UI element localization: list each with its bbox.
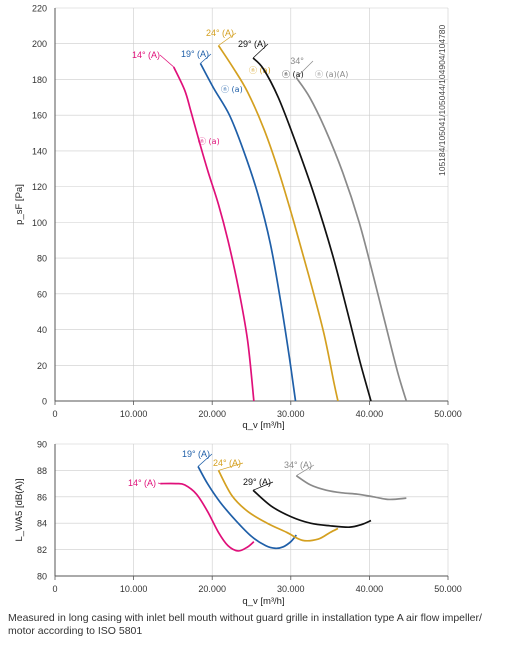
series-label-connector xyxy=(296,60,314,78)
y-tick-label: 140 xyxy=(32,146,47,156)
x-tick-label: 40.000 xyxy=(356,409,384,419)
y-tick-label: 88 xyxy=(37,466,47,476)
series-line-34deg xyxy=(295,474,407,501)
x-tick-label: 10.000 xyxy=(120,409,148,419)
speed-marker-label: ⓝ (a)(A) xyxy=(315,70,348,79)
speed-marker-label: ⓝ (a) xyxy=(282,70,304,79)
series-line-29deg xyxy=(252,489,372,529)
x-tick-label: 40.000 xyxy=(356,584,384,594)
y-tick-label: 0 xyxy=(42,397,47,407)
series-line-34deg xyxy=(295,77,408,402)
x-tick-label: 10.000 xyxy=(120,584,148,594)
x-tick-label: 50.000 xyxy=(434,584,462,594)
y-tick-label: 120 xyxy=(32,182,47,192)
x-tick-label: 20.000 xyxy=(198,409,226,419)
series-line-19deg xyxy=(199,62,297,402)
y-tick-label: 200 xyxy=(32,39,47,49)
series-label-19deg: 19° (A) xyxy=(182,449,210,459)
y-tick-label: 220 xyxy=(32,4,47,14)
series-label-19deg: 19° (A) xyxy=(181,49,209,59)
speed-marker-label: ⓝ (a) xyxy=(221,85,243,94)
series-label-24deg: 24° (A) xyxy=(206,28,234,38)
series-line-14deg xyxy=(172,66,255,402)
series-line-24deg xyxy=(217,45,339,402)
y-tick-label: 80 xyxy=(37,254,47,264)
series-label-connector xyxy=(252,43,269,59)
series-line-14deg xyxy=(160,482,255,552)
y-tick-label: 84 xyxy=(37,519,47,529)
series-label-connector xyxy=(197,453,213,467)
x-tick-label: 0 xyxy=(52,584,57,594)
x-axis-label: q_v [m³/h] xyxy=(242,596,284,607)
measurement-caption: Measured in long casing with inlet bell … xyxy=(8,612,482,637)
series-line-19deg xyxy=(197,466,297,550)
y-tick-label: 180 xyxy=(32,75,47,85)
x-tick-label: 30.000 xyxy=(277,584,305,594)
series-label-34deg: 34° xyxy=(290,56,304,66)
series-label-connector xyxy=(200,53,212,64)
series-label-34deg: 34° (A) xyxy=(284,460,312,470)
speed-marker-label: ⓝ (a) xyxy=(198,137,220,146)
x-tick-label: 30.000 xyxy=(277,409,305,419)
series-label-29deg: 29° (A) xyxy=(238,39,266,49)
y-tick-label: 80 xyxy=(37,572,47,582)
series-label-connector xyxy=(218,462,244,471)
y-tick-label: 40 xyxy=(37,325,47,335)
series-line-29deg xyxy=(252,57,372,402)
series-label-connector xyxy=(159,54,174,68)
y-tick-label: 100 xyxy=(32,218,47,228)
y-tick-label: 160 xyxy=(32,111,47,121)
series-line-24deg xyxy=(217,470,339,542)
series-label-29deg: 29° (A) xyxy=(243,477,271,487)
series-label-connector xyxy=(218,32,237,46)
y-tick-label: 20 xyxy=(37,361,47,371)
series-label-connector xyxy=(296,464,315,476)
y-axis-label: L_WA5 [dB(A)] xyxy=(14,478,25,541)
x-tick-label: 50.000 xyxy=(434,409,462,419)
series-label-connector xyxy=(252,481,274,491)
y-tick-label: 90 xyxy=(37,440,47,450)
x-axis-label: q_v [m³/h] xyxy=(242,420,284,431)
series-label-connector xyxy=(157,482,161,484)
series-label-24deg: 24° (A) xyxy=(213,458,241,468)
y-tick-label: 82 xyxy=(37,545,47,555)
y-tick-label: 86 xyxy=(37,492,47,502)
y-tick-label: 60 xyxy=(37,289,47,299)
reference-code: 105184/105041/105044/104904/104780 xyxy=(437,24,447,176)
x-tick-label: 0 xyxy=(52,409,57,419)
series-label-14deg: 14° (A) xyxy=(132,50,160,60)
x-tick-label: 20.000 xyxy=(198,584,226,594)
y-axis-label: p_sF [Pa] xyxy=(14,184,25,225)
series-label-14deg: 14° (A) xyxy=(128,478,156,488)
speed-marker-label: ⓝ (a) xyxy=(249,66,271,75)
